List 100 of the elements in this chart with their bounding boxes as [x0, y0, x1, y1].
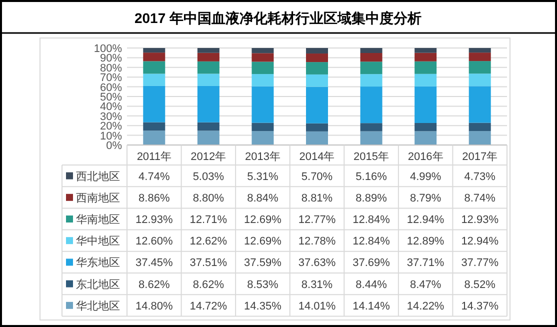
data-label: 12.93% [135, 214, 174, 226]
bar [306, 86, 328, 124]
x-tick-label: 2011年 [136, 151, 172, 163]
data-label: 37.77% [461, 257, 499, 270]
legend-label: 华南地区 [76, 213, 120, 226]
data-label: 14.22% [406, 300, 444, 312]
data-label: 8.53% [247, 278, 279, 291]
bar [468, 48, 491, 53]
bar [414, 61, 437, 74]
bar [252, 48, 274, 54]
data-label: 5.31% [247, 170, 279, 183]
data-label: 8.47% [410, 278, 442, 291]
legend-label: 华中地区 [76, 234, 120, 248]
bar [143, 122, 166, 131]
data-label: 12.69% [244, 236, 282, 248]
bar [252, 74, 274, 86]
data-label: 14.37% [461, 300, 499, 312]
bar [306, 123, 328, 132]
bar [197, 130, 220, 145]
legend-label: 华东地区 [76, 256, 120, 270]
bar [197, 52, 220, 62]
data-label: 37.63% [298, 257, 336, 270]
data-label: 8.84% [247, 192, 279, 204]
data-label: 12.89% [406, 236, 444, 248]
y-tick-label: 10% [100, 130, 122, 142]
x-tick-label: 2017年 [462, 151, 498, 163]
legend-label: 西南地区 [76, 191, 120, 204]
data-label: 12.93% [461, 214, 499, 226]
data-label: 8.86% [138, 192, 170, 204]
bar [306, 74, 328, 87]
bar [197, 61, 220, 74]
bar [143, 52, 166, 62]
bar [360, 123, 382, 132]
y-tick-label: 20% [100, 120, 122, 133]
x-tick-label: 2015年 [354, 151, 390, 163]
data-label: 12.94% [406, 214, 444, 226]
bar [252, 122, 274, 132]
data-label: 4.74% [138, 170, 170, 183]
legend-label: 东北地区 [76, 278, 120, 291]
data-label: 12.60% [135, 236, 174, 248]
bar [360, 86, 382, 124]
bar [143, 48, 166, 53]
bar [468, 122, 491, 132]
bar [143, 74, 166, 86]
y-tick-label: 80% [100, 62, 122, 74]
data-label: 4.73% [464, 170, 496, 183]
data-label: 8.62% [138, 278, 170, 291]
data-label: 12.94% [461, 236, 499, 248]
bar [360, 131, 382, 145]
y-tick-label: 100% [94, 43, 122, 55]
data-label: 8.89% [356, 192, 388, 204]
bar [360, 74, 382, 87]
x-tick-label: 2016年 [408, 151, 444, 163]
data-label: 12.77% [298, 214, 336, 226]
data-label: 12.84% [352, 236, 390, 248]
bar [414, 52, 437, 62]
data-label: 8.81% [301, 192, 333, 204]
bar [306, 131, 328, 145]
bar [360, 53, 382, 62]
data-label: 12.69% [244, 214, 282, 226]
bar [252, 62, 274, 74]
data-label: 37.71% [406, 257, 444, 270]
bar [143, 130, 166, 145]
data-label: 4.99% [410, 170, 442, 183]
data-label: 14.72% [190, 300, 228, 312]
chart-title: 2017 年中国血液净化耗材行业区域集中度分析 [134, 10, 422, 26]
x-tick-label: 2013年 [244, 151, 280, 163]
y-tick-label: 40% [100, 101, 122, 114]
y-tick-label: 30% [100, 110, 122, 123]
bar [468, 86, 491, 123]
data-label: 5.70% [301, 170, 333, 183]
legend-label: 西北地区 [76, 170, 120, 183]
bar [360, 48, 382, 54]
bar [306, 54, 328, 62]
x-tick-label: 2012年 [190, 151, 226, 163]
data-label: 14.35% [244, 300, 282, 312]
y-tick-label: 70% [100, 72, 122, 84]
bar [414, 122, 437, 132]
bar [197, 48, 220, 53]
bar [414, 74, 437, 86]
data-label: 8.79% [410, 192, 442, 204]
bar [143, 86, 166, 122]
data-label: 8.74% [464, 192, 496, 204]
data-label: 12.84% [352, 214, 390, 226]
y-tick-label: 50% [100, 92, 122, 104]
data-label: 12.71% [190, 214, 228, 226]
data-label: 37.45% [135, 257, 174, 270]
bar [197, 74, 220, 86]
data-label: 14.01% [298, 300, 336, 312]
bar [468, 131, 491, 145]
bar [414, 131, 437, 145]
data-label: 37.59% [244, 257, 282, 270]
bar [197, 86, 220, 122]
y-tick-label: 0% [106, 140, 122, 152]
bar [360, 62, 382, 74]
data-label: 8.31% [301, 278, 333, 291]
data-label: 5.03% [192, 170, 224, 183]
data-label: 8.52% [464, 278, 496, 291]
bar [252, 131, 274, 145]
data-label: 8.80% [192, 192, 224, 204]
